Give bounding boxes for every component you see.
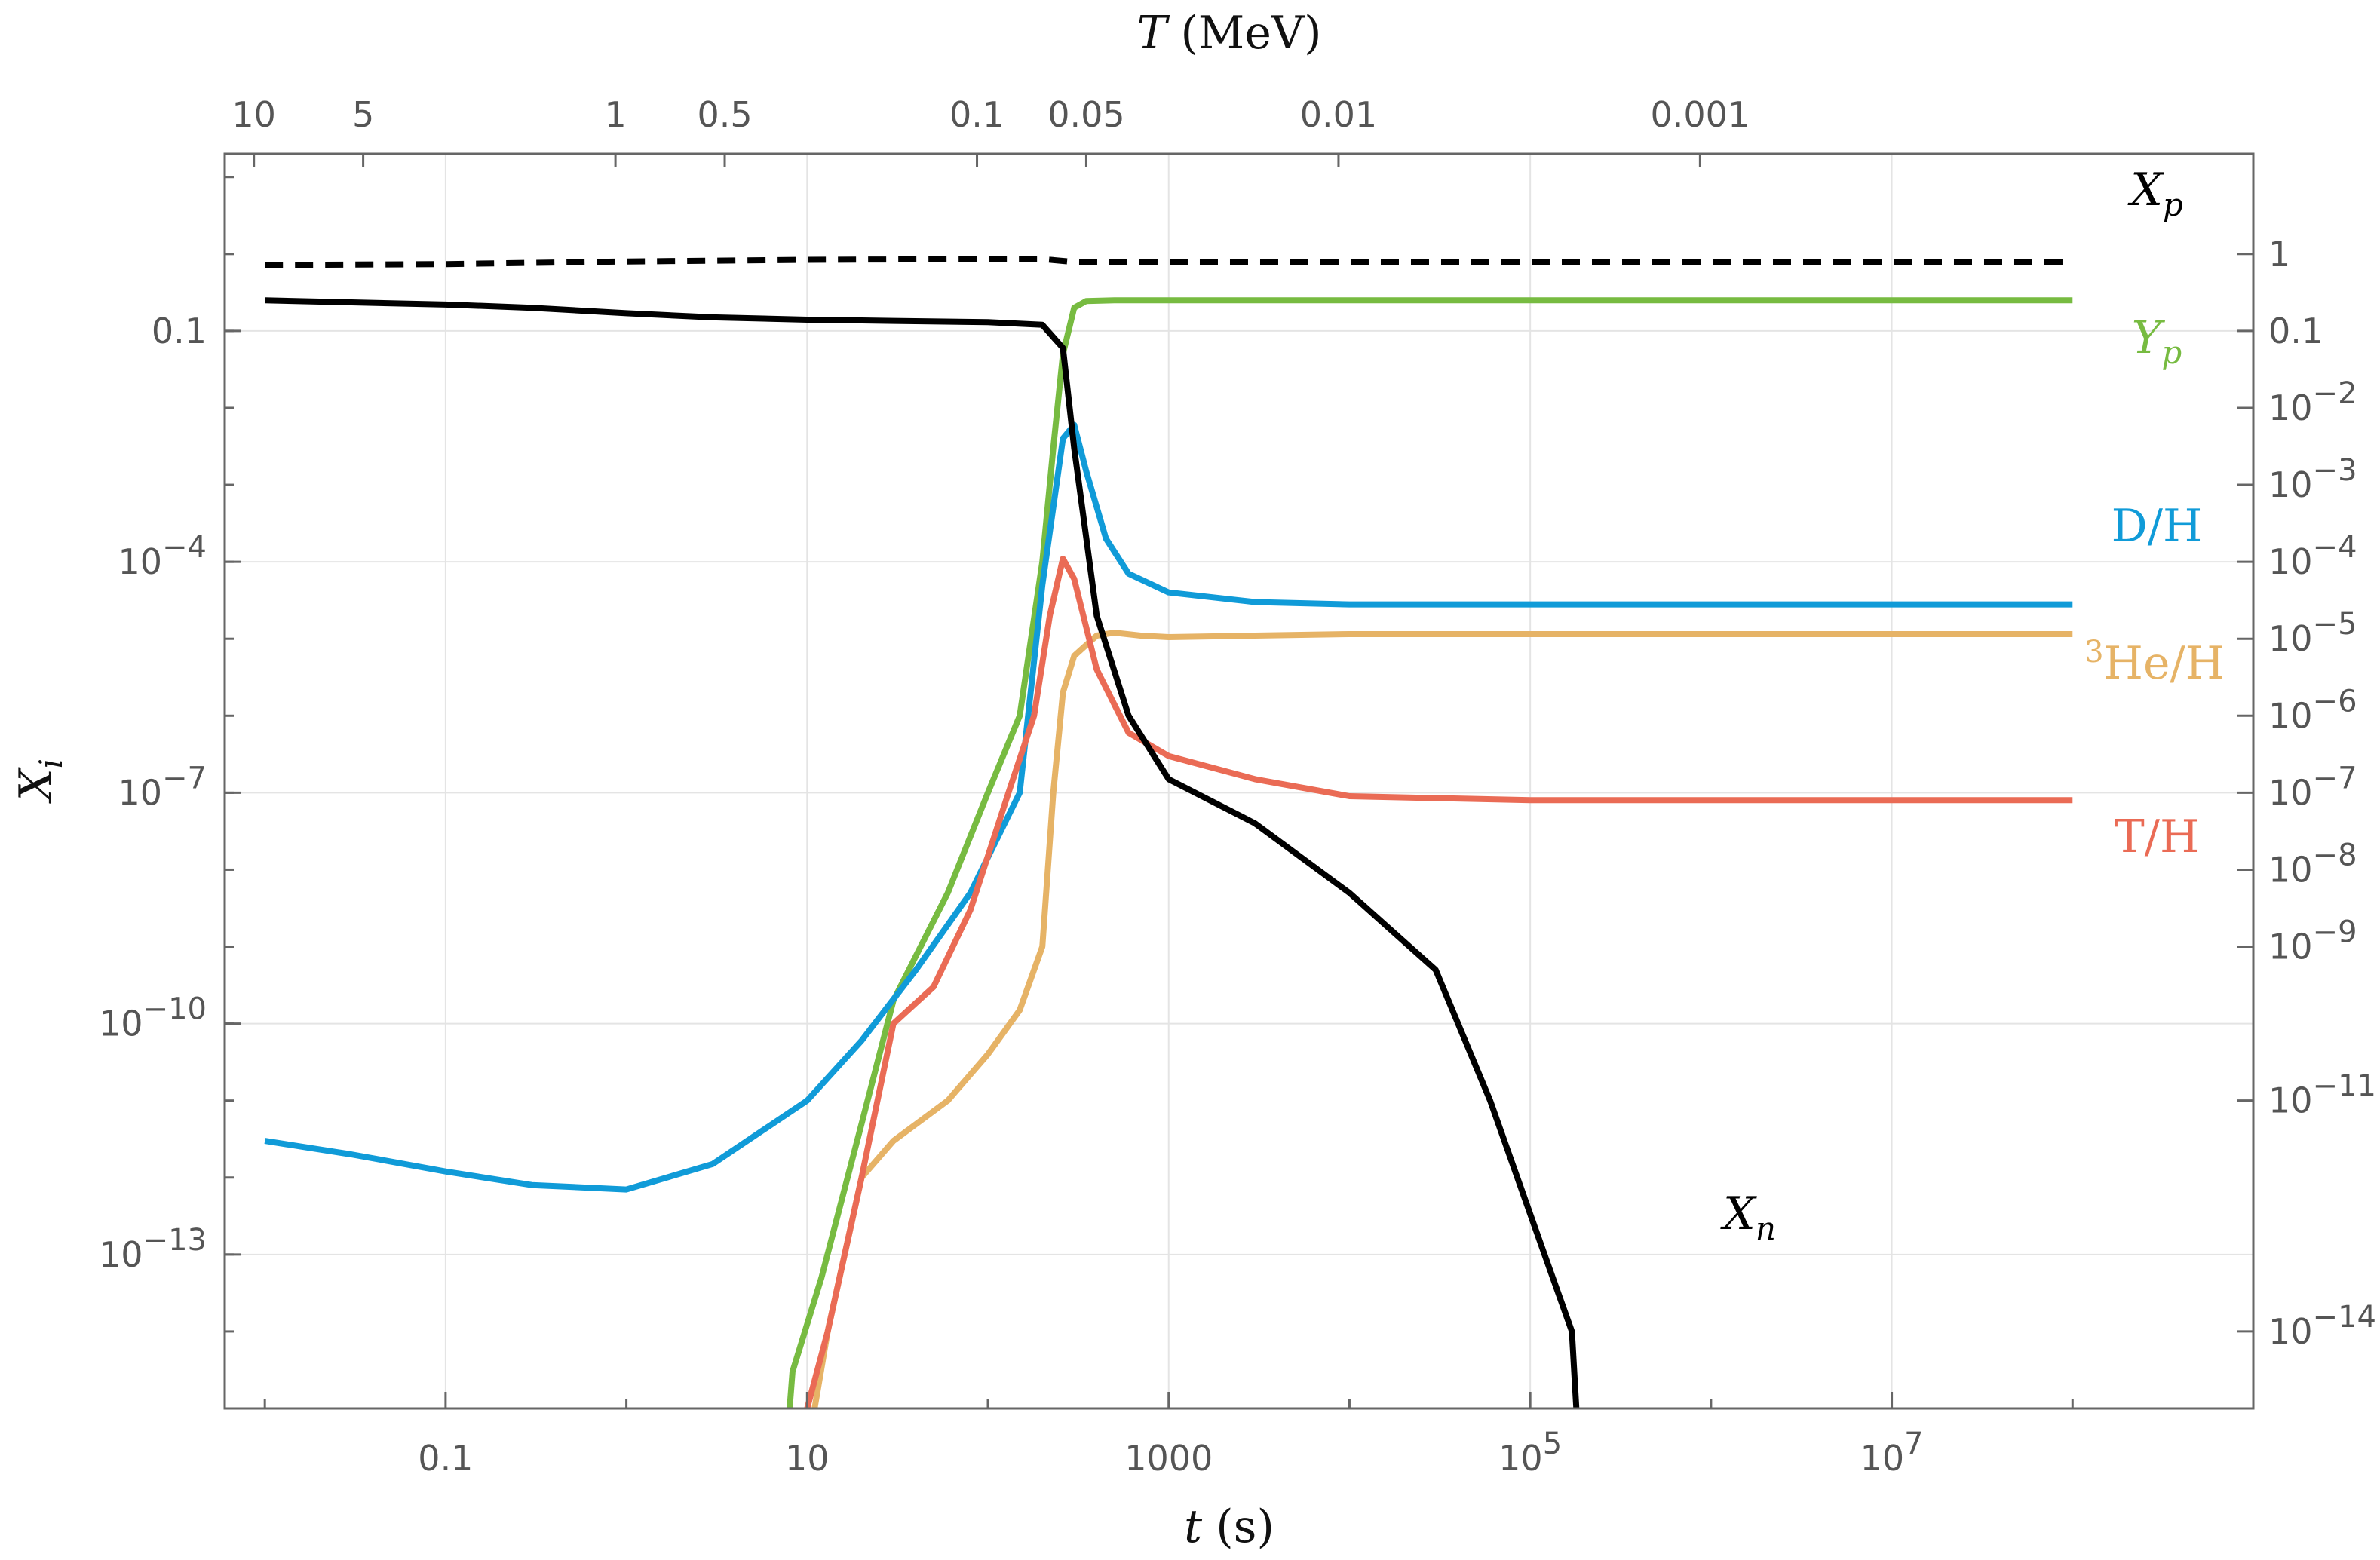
top-tick-label: 10 — [232, 94, 276, 135]
x-tick-label: 105 — [1498, 1427, 1562, 1479]
top-tick-label: 0.05 — [1047, 94, 1124, 135]
top-tick-label: 0.001 — [1651, 94, 1750, 135]
y2-tick-label: 10−2 — [2268, 376, 2357, 428]
top-tick-label: 1 — [604, 94, 626, 135]
y-tick-label: 10−7 — [118, 761, 207, 813]
series-label-t-h: T/H — [2115, 811, 2200, 863]
series-label-y-p: Yp — [2132, 311, 2182, 371]
x-tick-label: 107 — [1860, 1427, 1924, 1479]
top-tick-label: 0.5 — [697, 94, 752, 135]
y-tick-label: 10−4 — [118, 530, 207, 582]
series-label-x-p: Xp — [2127, 164, 2183, 223]
y2-tick-label: 10−3 — [2268, 453, 2357, 505]
top-axis-title: T (MeV) — [1136, 7, 1321, 60]
top-tick-label: 0.01 — [1300, 94, 1377, 135]
plot-frame — [223, 152, 2255, 1410]
y-tick-label: 10−10 — [99, 992, 207, 1044]
y-tick-label: 0.1 — [152, 311, 207, 351]
series-line-y-p — [787, 297, 2073, 1408]
x-tick-label: 0.1 — [418, 1438, 473, 1479]
top-tick-label: 5 — [352, 94, 374, 135]
series-labels: Xp Yp D/H 3He/H T/H Xn — [1720, 164, 2225, 1247]
series-line-x-n — [265, 297, 1580, 1408]
y2-tick-label: 0.1 — [2268, 311, 2323, 351]
y2-tick-label: 10−14 — [2268, 1300, 2376, 1352]
y2-tick-label: 1 — [2268, 234, 2290, 274]
y2-tick-label: 10−9 — [2268, 915, 2357, 967]
x-axis-title: t (s) — [1184, 1500, 1274, 1553]
series-line-t-h — [804, 555, 2073, 1408]
series-label-3he-h: 3He/H — [2084, 635, 2225, 690]
y-axis-title: Xi — [10, 759, 69, 804]
series-label-x-n: Xn — [1720, 1188, 1776, 1247]
y2-tick-label: 10−5 — [2268, 607, 2357, 659]
series-line-d-h — [264, 421, 2073, 1193]
y2-tick-label: 10−4 — [2268, 530, 2357, 582]
x-tick-label: 1000 — [1124, 1438, 1213, 1479]
series-label-d-h: D/H — [2112, 500, 2203, 553]
y2-tick-label: 10−7 — [2268, 761, 2357, 813]
y2-tick-label: 10−8 — [2268, 838, 2357, 890]
x-tick-label: 10 — [785, 1438, 830, 1479]
y2-tick-label: 10−11 — [2268, 1069, 2376, 1121]
y-tick-label: 10−13 — [99, 1223, 207, 1275]
top-tick-label: 0.1 — [949, 94, 1004, 135]
series-line-3he-h — [811, 630, 2073, 1408]
y2-tick-label: 10−6 — [2268, 684, 2357, 736]
series-group — [264, 256, 2073, 1408]
